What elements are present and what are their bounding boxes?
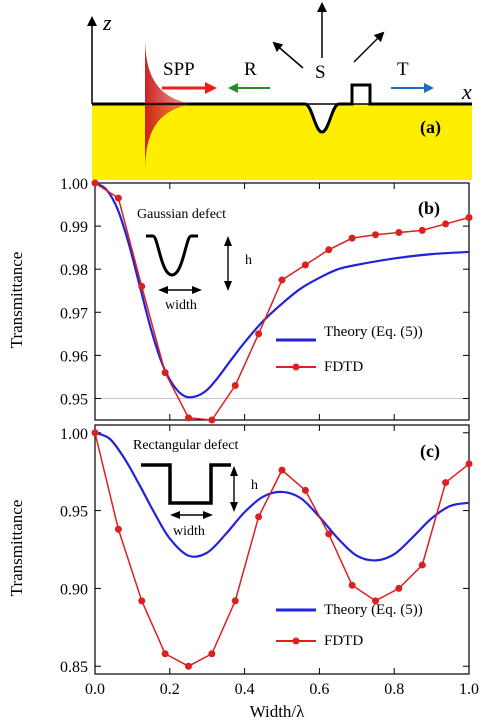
b-ytick-label: 0.97: [60, 305, 88, 322]
c-xtick-label: 1.0: [459, 681, 479, 698]
c-fdtd-point: [208, 650, 216, 658]
panel-b-label: (b): [418, 198, 440, 219]
c-fdtd-point: [255, 513, 263, 521]
c-fdtd-point: [278, 466, 286, 474]
c-ytick-label: 1.00: [60, 426, 88, 443]
gaussian-defect-profile: [146, 234, 198, 277]
panel-c-ylabel: Transmittance: [7, 500, 26, 597]
panel-a-label: (a): [420, 117, 441, 138]
rectangular-inset-title: Rectangular defect: [133, 438, 238, 453]
c-ytick-label: 0.90: [60, 581, 88, 598]
c-fdtd-point: [418, 561, 426, 569]
c-fdtd-point: [325, 530, 333, 538]
c-fdtd-point: [301, 486, 309, 494]
c-xtick-label: 0.4: [235, 681, 255, 698]
panel-b-ylabel: Transmittance: [7, 252, 26, 349]
spp-label: SPP: [163, 59, 195, 80]
legend-b-fdtd-marker: [292, 363, 300, 371]
inset-c-h-label: h: [251, 478, 258, 493]
c-xtick-label: 0.2: [160, 681, 180, 698]
inset-c-width-label: width: [173, 524, 205, 539]
rectangular-defect-inset: Rectangular defect h width: [133, 438, 258, 539]
b-fdtd-point: [91, 179, 99, 187]
transmitted-label: T: [397, 59, 409, 80]
inset-c-height-arrowhead-bottom: [230, 502, 238, 512]
c-xtick-label: 0.8: [384, 681, 404, 698]
axis-z-label: z: [102, 10, 112, 35]
c-fdtd-point: [465, 460, 473, 468]
b-series-theory-line: [94, 182, 470, 399]
c-fdtd-point: [161, 650, 169, 658]
c-ytick-label: 0.85: [60, 659, 88, 676]
c-fdtd-point: [231, 597, 239, 605]
scatter-arrow-right: [353, 31, 385, 63]
panel-c-label: (c): [420, 441, 440, 462]
b-ytick-label: 0.98: [60, 262, 88, 279]
gaussian-defect-inset: Gaussian defect h width: [137, 207, 252, 313]
c-fdtd-point: [442, 479, 450, 487]
inset-c-width-arrowhead-left: [170, 511, 180, 519]
inset-b-h-label: h: [245, 253, 252, 268]
b-fdtd-point: [161, 369, 169, 377]
c-series-theory-line: [94, 431, 470, 562]
b-fdtd-point: [138, 282, 146, 290]
legend-c-fdtd-marker: [292, 637, 300, 645]
b-fdtd-point: [372, 231, 379, 239]
panel-b-chart: Transmittance 1.00 0.99 0.98 0.97 0.96 0.95 (…: [7, 176, 473, 424]
c-xtick-label: 0.0: [85, 681, 105, 698]
b-fdtd-point: [395, 229, 403, 237]
c-ytick-label: 0.95: [60, 504, 88, 521]
c-fdtd-point: [185, 662, 192, 670]
legend-b-fdtd-label: FDTD: [324, 359, 363, 375]
b-fdtd-point: [114, 194, 122, 202]
c-fdtd-point: [348, 581, 356, 589]
b-fdtd-point: [231, 382, 239, 390]
c-xtick-label: 0.6: [309, 681, 329, 698]
inset-b-height-arrowhead-top: [224, 236, 232, 246]
legend-c-fdtd-label: FDTD: [324, 633, 363, 649]
b-fdtd-point: [325, 246, 333, 254]
panel-a-schematic: z x SPP R S T (a): [87, 2, 472, 180]
b-fdtd-point: [278, 276, 286, 284]
c-fdtd-point: [372, 597, 379, 605]
metal-slab: [92, 104, 472, 180]
b-ytick-label: 0.95: [60, 391, 88, 408]
b-ytick-label: 0.96: [60, 348, 88, 365]
c-fdtd-point: [91, 429, 99, 437]
inset-c-height-arrowhead-top: [230, 466, 238, 476]
inset-c-width-arrowhead-right: [203, 511, 213, 519]
reflected-label: R: [244, 59, 257, 80]
inset-b-height-arrowhead-bottom: [224, 281, 232, 291]
inset-b-width-arrowhead-right: [192, 286, 202, 294]
panel-c-chart: Transmittance 0.0 0.2 0.4 0.6 0.8 1.0 1.00 0.95…: [7, 424, 479, 721]
legend-b-theory-label: Theory (Eq. (5)): [324, 324, 423, 340]
gaussian-inset-title: Gaussian defect: [137, 207, 226, 222]
b-fdtd-point: [348, 234, 356, 242]
c-plot-frame: [94, 424, 470, 675]
b-fdtd-point: [185, 414, 192, 422]
scatter-arrow-left: [272, 41, 304, 69]
inset-b-width-label: width: [165, 298, 197, 313]
c-fdtd-point: [114, 525, 122, 533]
b-fdtd-point: [442, 220, 450, 228]
b-fdtd-point: [465, 213, 473, 221]
scattered-label: S: [315, 62, 326, 83]
panel-b-legend: Theory (Eq. (5)) FDTD: [276, 324, 423, 375]
b-fdtd-point: [255, 330, 263, 338]
c-fdtd-point: [138, 597, 146, 605]
c-fdtd-point: [395, 584, 403, 592]
axis-x-label: x: [461, 79, 472, 104]
rectangular-defect-profile: [141, 463, 231, 505]
b-plot-frame: [94, 182, 470, 421]
b-fdtd-point: [418, 226, 426, 234]
b-fdtd-point: [301, 261, 309, 269]
panel-c-xlabel: Width/λ: [250, 702, 306, 721]
b-fdtd-point: [208, 416, 216, 424]
b-ytick-label: 0.99: [60, 219, 88, 236]
legend-c-theory-label: Theory (Eq. (5)): [324, 602, 423, 618]
inset-b-width-arrowhead-left: [158, 286, 168, 294]
panel-c-legend: Theory (Eq. (5)) FDTD: [276, 602, 423, 649]
b-ytick-label: 1.00: [60, 176, 88, 193]
